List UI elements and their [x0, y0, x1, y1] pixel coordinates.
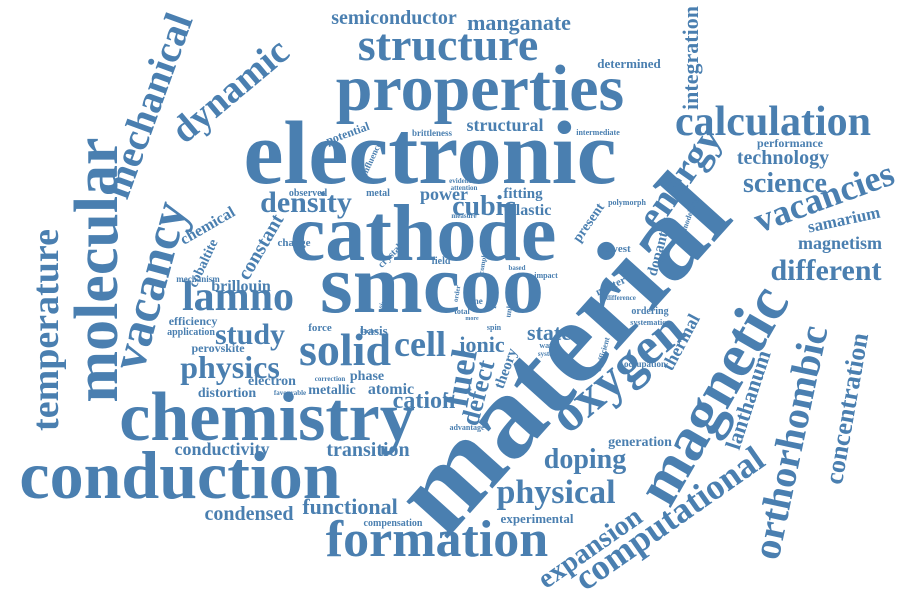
word-systematic: systematic: [630, 318, 666, 327]
word-system: system: [538, 350, 558, 358]
word-conduction: conduction: [19, 437, 340, 513]
word-brittleness: brittleness: [412, 128, 452, 138]
word-metal: metal: [366, 188, 390, 199]
word-favourable: favourable: [274, 389, 306, 397]
word-attention: attention: [451, 184, 478, 192]
word-state: state: [527, 320, 571, 345]
word-ordering: ordering: [631, 306, 668, 317]
word-distortion: distortion: [198, 386, 257, 401]
word-functional: functional: [302, 494, 397, 519]
word-change: change: [278, 237, 311, 249]
word-molecular: molecular: [63, 137, 131, 402]
word-correction: correction: [315, 375, 346, 383]
word-study: study: [215, 318, 285, 351]
word-science: science: [743, 168, 827, 199]
word-cubic: cubic: [452, 191, 516, 222]
word-ionic: ionic: [459, 332, 504, 357]
word-basis: basis: [360, 323, 387, 338]
word-chemistry: chemistry: [119, 379, 414, 456]
word-total: total: [454, 307, 470, 316]
word-cell: cell: [394, 324, 446, 364]
word-different: different: [770, 254, 881, 287]
word-harder: harder: [360, 329, 378, 335]
word-zone: zone: [465, 296, 483, 306]
word-based: based: [508, 264, 525, 272]
word-observed: observed: [289, 188, 328, 199]
word-order: order: [452, 285, 463, 303]
word-metallic: metallic: [308, 383, 355, 398]
word-experimental: experimental: [501, 511, 574, 526]
word-technology: technology: [737, 147, 829, 169]
word-physical: physical: [496, 474, 615, 511]
word-formation: formation: [326, 511, 548, 568]
word-conductivity: conductivity: [174, 439, 269, 459]
word-result: result: [488, 286, 500, 309]
word-compensation: compensation: [364, 518, 423, 529]
word-application: application: [167, 327, 215, 338]
word-impact: impact: [534, 271, 558, 280]
word-wave: wave: [539, 341, 557, 350]
word-smcoo: smcoo: [320, 238, 544, 331]
word-advantage: advantage: [449, 423, 485, 432]
word-temperature: temperature: [25, 229, 67, 431]
word-evidence: evidence: [449, 177, 475, 185]
word-force: force: [308, 322, 332, 334]
word-generation: generation: [608, 435, 672, 450]
word-cathode: cathode: [290, 190, 557, 278]
word-solid: solid: [299, 324, 391, 375]
word-polymorph: polymorph: [608, 198, 646, 207]
word-properties: properties: [336, 52, 624, 125]
word-brillouin: brillouin: [211, 278, 271, 295]
word-integration: integration: [678, 6, 703, 110]
word-lamno: lamno: [182, 274, 294, 320]
word-manganate: manganate: [467, 10, 571, 35]
word-phase: phase: [350, 369, 384, 384]
word-structure: structure: [358, 19, 539, 70]
word-fitting: fitting: [503, 186, 543, 202]
word-cation: cation: [393, 388, 456, 414]
word-perovskite: perovskite: [191, 341, 245, 355]
word-electron: electron: [248, 374, 296, 389]
word-more: more: [465, 316, 479, 322]
word-doping: doping: [544, 444, 627, 475]
word-semiconductor: semiconductor: [331, 7, 457, 29]
word-field: field: [432, 256, 451, 267]
word-lowest: lowest: [601, 243, 631, 255]
word-calculation: calculation: [675, 99, 871, 145]
word-electronic: electronic: [243, 104, 616, 203]
word-atomic: atomic: [368, 381, 414, 398]
word-structural: structural: [467, 115, 544, 135]
word-difference: difference: [606, 294, 636, 302]
word-spin: spin: [487, 323, 502, 332]
word-performance: performance: [757, 136, 824, 150]
word-intermediate: intermediate: [576, 128, 620, 137]
word-occupation: occupation: [624, 359, 666, 369]
word-power: power: [420, 184, 468, 204]
word-physics: physics: [180, 349, 280, 385]
word-magnetism: magnetism: [798, 233, 882, 253]
word-condensed: condensed: [205, 503, 294, 525]
word-density: density: [260, 186, 352, 219]
word-measure: measure: [451, 212, 476, 220]
word-elastic: elastic: [509, 202, 552, 219]
word-determined: determined: [597, 56, 661, 71]
word-mechanism: mechanism: [176, 274, 220, 284]
word-transition: transition: [326, 439, 409, 461]
word-efficiency: efficiency: [169, 314, 218, 328]
word-fuel: fuel: [435, 346, 484, 410]
